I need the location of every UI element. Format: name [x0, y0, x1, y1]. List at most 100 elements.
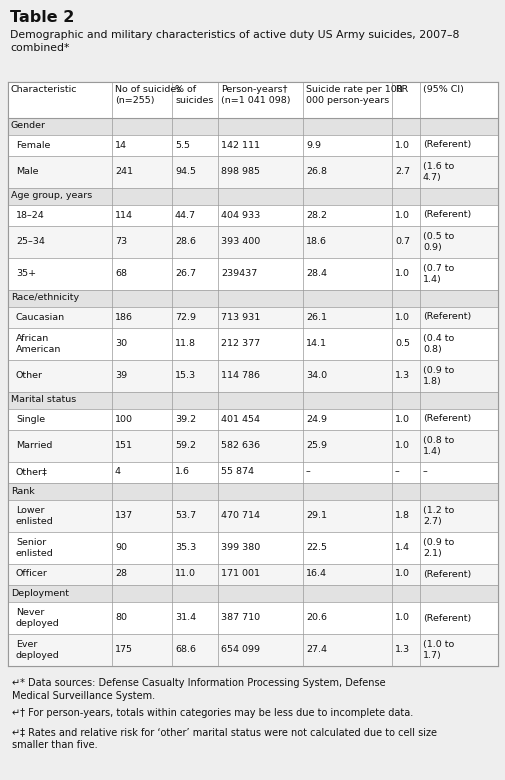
- Text: 239437: 239437: [221, 270, 257, 278]
- Text: 34.0: 34.0: [306, 371, 326, 381]
- Text: 1.6: 1.6: [175, 467, 189, 477]
- Text: (0.9 to
1.8): (0.9 to 1.8): [422, 366, 453, 386]
- Text: 28: 28: [115, 569, 127, 579]
- Text: Married: Married: [16, 441, 53, 451]
- Text: 55 874: 55 874: [221, 467, 254, 477]
- Bar: [8, 118, 497, 135]
- Text: 26.8: 26.8: [306, 168, 326, 176]
- Text: 404 933: 404 933: [221, 211, 260, 219]
- Text: 29.1: 29.1: [306, 512, 326, 520]
- Text: 401 454: 401 454: [221, 414, 260, 424]
- Text: 25.9: 25.9: [306, 441, 326, 451]
- Text: 14: 14: [115, 140, 127, 150]
- Text: Marital status: Marital status: [11, 395, 76, 405]
- Bar: [8, 135, 497, 156]
- Text: 100: 100: [115, 414, 133, 424]
- Text: Lower
enlisted: Lower enlisted: [16, 506, 54, 526]
- Text: Deployment: Deployment: [11, 588, 69, 597]
- Text: (1.6 to
4.7): (1.6 to 4.7): [422, 162, 453, 182]
- Text: % of
suicides: % of suicides: [175, 85, 213, 105]
- Text: 1.0: 1.0: [394, 441, 409, 451]
- Bar: [8, 585, 497, 602]
- Text: 1.0: 1.0: [394, 414, 409, 424]
- Text: 1.3: 1.3: [394, 646, 410, 654]
- Text: 114: 114: [115, 211, 133, 219]
- Text: Gender: Gender: [11, 122, 46, 130]
- Text: 9.9: 9.9: [306, 140, 320, 150]
- Text: 212 377: 212 377: [221, 339, 260, 349]
- Text: Never
deployed: Never deployed: [16, 608, 60, 628]
- Text: 39.2: 39.2: [175, 414, 196, 424]
- Bar: [8, 82, 497, 666]
- Text: 94.5: 94.5: [175, 168, 195, 176]
- Text: 35.3: 35.3: [175, 544, 196, 552]
- Text: –: –: [306, 467, 310, 477]
- Text: 26.7: 26.7: [175, 270, 195, 278]
- Text: Characteristic: Characteristic: [11, 85, 77, 94]
- Text: 5.5: 5.5: [175, 140, 189, 150]
- Bar: [8, 409, 497, 430]
- Text: Demographic and military characteristics of active duty US Army suicides, 2007–8: Demographic and military characteristics…: [10, 30, 459, 53]
- Text: 11.0: 11.0: [175, 569, 195, 579]
- Text: 18–24: 18–24: [16, 211, 44, 219]
- Text: 4: 4: [115, 467, 121, 477]
- Text: (0.9 to
2.1): (0.9 to 2.1): [422, 538, 453, 558]
- Text: 0.5: 0.5: [394, 339, 409, 349]
- Text: 2.7: 2.7: [394, 168, 409, 176]
- Text: 1.0: 1.0: [394, 614, 409, 622]
- Bar: [8, 188, 497, 205]
- Bar: [8, 307, 497, 328]
- Bar: [8, 328, 497, 360]
- Text: 1.0: 1.0: [394, 569, 409, 579]
- Bar: [8, 82, 497, 118]
- Text: ↵† For person-years, totals within categories may be less due to incomplete data: ↵† For person-years, totals within categ…: [12, 708, 413, 718]
- Text: No of suicides
(n=255): No of suicides (n=255): [115, 85, 181, 105]
- Text: Female: Female: [16, 140, 50, 150]
- Text: 175: 175: [115, 646, 133, 654]
- Text: 35+: 35+: [16, 270, 36, 278]
- Text: 28.6: 28.6: [175, 237, 195, 246]
- Text: 1.3: 1.3: [394, 371, 410, 381]
- Text: 22.5: 22.5: [306, 544, 326, 552]
- Text: 186: 186: [115, 313, 133, 321]
- Bar: [8, 205, 497, 226]
- Text: 898 985: 898 985: [221, 168, 260, 176]
- Text: 582 636: 582 636: [221, 441, 260, 451]
- Bar: [8, 483, 497, 500]
- Text: 15.3: 15.3: [175, 371, 196, 381]
- Bar: [8, 392, 497, 409]
- Text: 25–34: 25–34: [16, 237, 45, 246]
- Text: 0.7: 0.7: [394, 237, 409, 246]
- Bar: [8, 532, 497, 564]
- Text: (0.5 to
0.9): (0.5 to 0.9): [422, 232, 453, 252]
- Text: 80: 80: [115, 614, 127, 622]
- Text: 39: 39: [115, 371, 127, 381]
- Text: 387 710: 387 710: [221, 614, 260, 622]
- Text: 241: 241: [115, 168, 133, 176]
- Text: 713 931: 713 931: [221, 313, 260, 321]
- Bar: [8, 634, 497, 666]
- Text: 68: 68: [115, 270, 127, 278]
- Text: Officer: Officer: [16, 569, 48, 579]
- Text: 59.2: 59.2: [175, 441, 195, 451]
- Text: 68.6: 68.6: [175, 646, 195, 654]
- Text: 1.0: 1.0: [394, 211, 409, 219]
- Text: ↵* Data sources: Defense Casualty Information Processing System, Defense
Medical: ↵* Data sources: Defense Casualty Inform…: [12, 678, 385, 700]
- Text: 399 380: 399 380: [221, 544, 260, 552]
- Text: 31.4: 31.4: [175, 614, 196, 622]
- Text: 24.9: 24.9: [306, 414, 326, 424]
- Text: Caucasian: Caucasian: [16, 313, 65, 321]
- Text: 1.0: 1.0: [394, 313, 409, 321]
- Text: (Referent): (Referent): [422, 614, 470, 622]
- Bar: [8, 602, 497, 634]
- Text: 114 786: 114 786: [221, 371, 260, 381]
- Text: (Referent): (Referent): [422, 140, 470, 150]
- Text: RR: RR: [394, 85, 408, 94]
- Text: 171 001: 171 001: [221, 569, 260, 579]
- Text: Male: Male: [16, 168, 38, 176]
- Text: 654 099: 654 099: [221, 646, 260, 654]
- Text: 142 111: 142 111: [221, 140, 260, 150]
- Text: (Referent): (Referent): [422, 313, 470, 321]
- Text: 18.6: 18.6: [306, 237, 326, 246]
- Text: (Referent): (Referent): [422, 211, 470, 219]
